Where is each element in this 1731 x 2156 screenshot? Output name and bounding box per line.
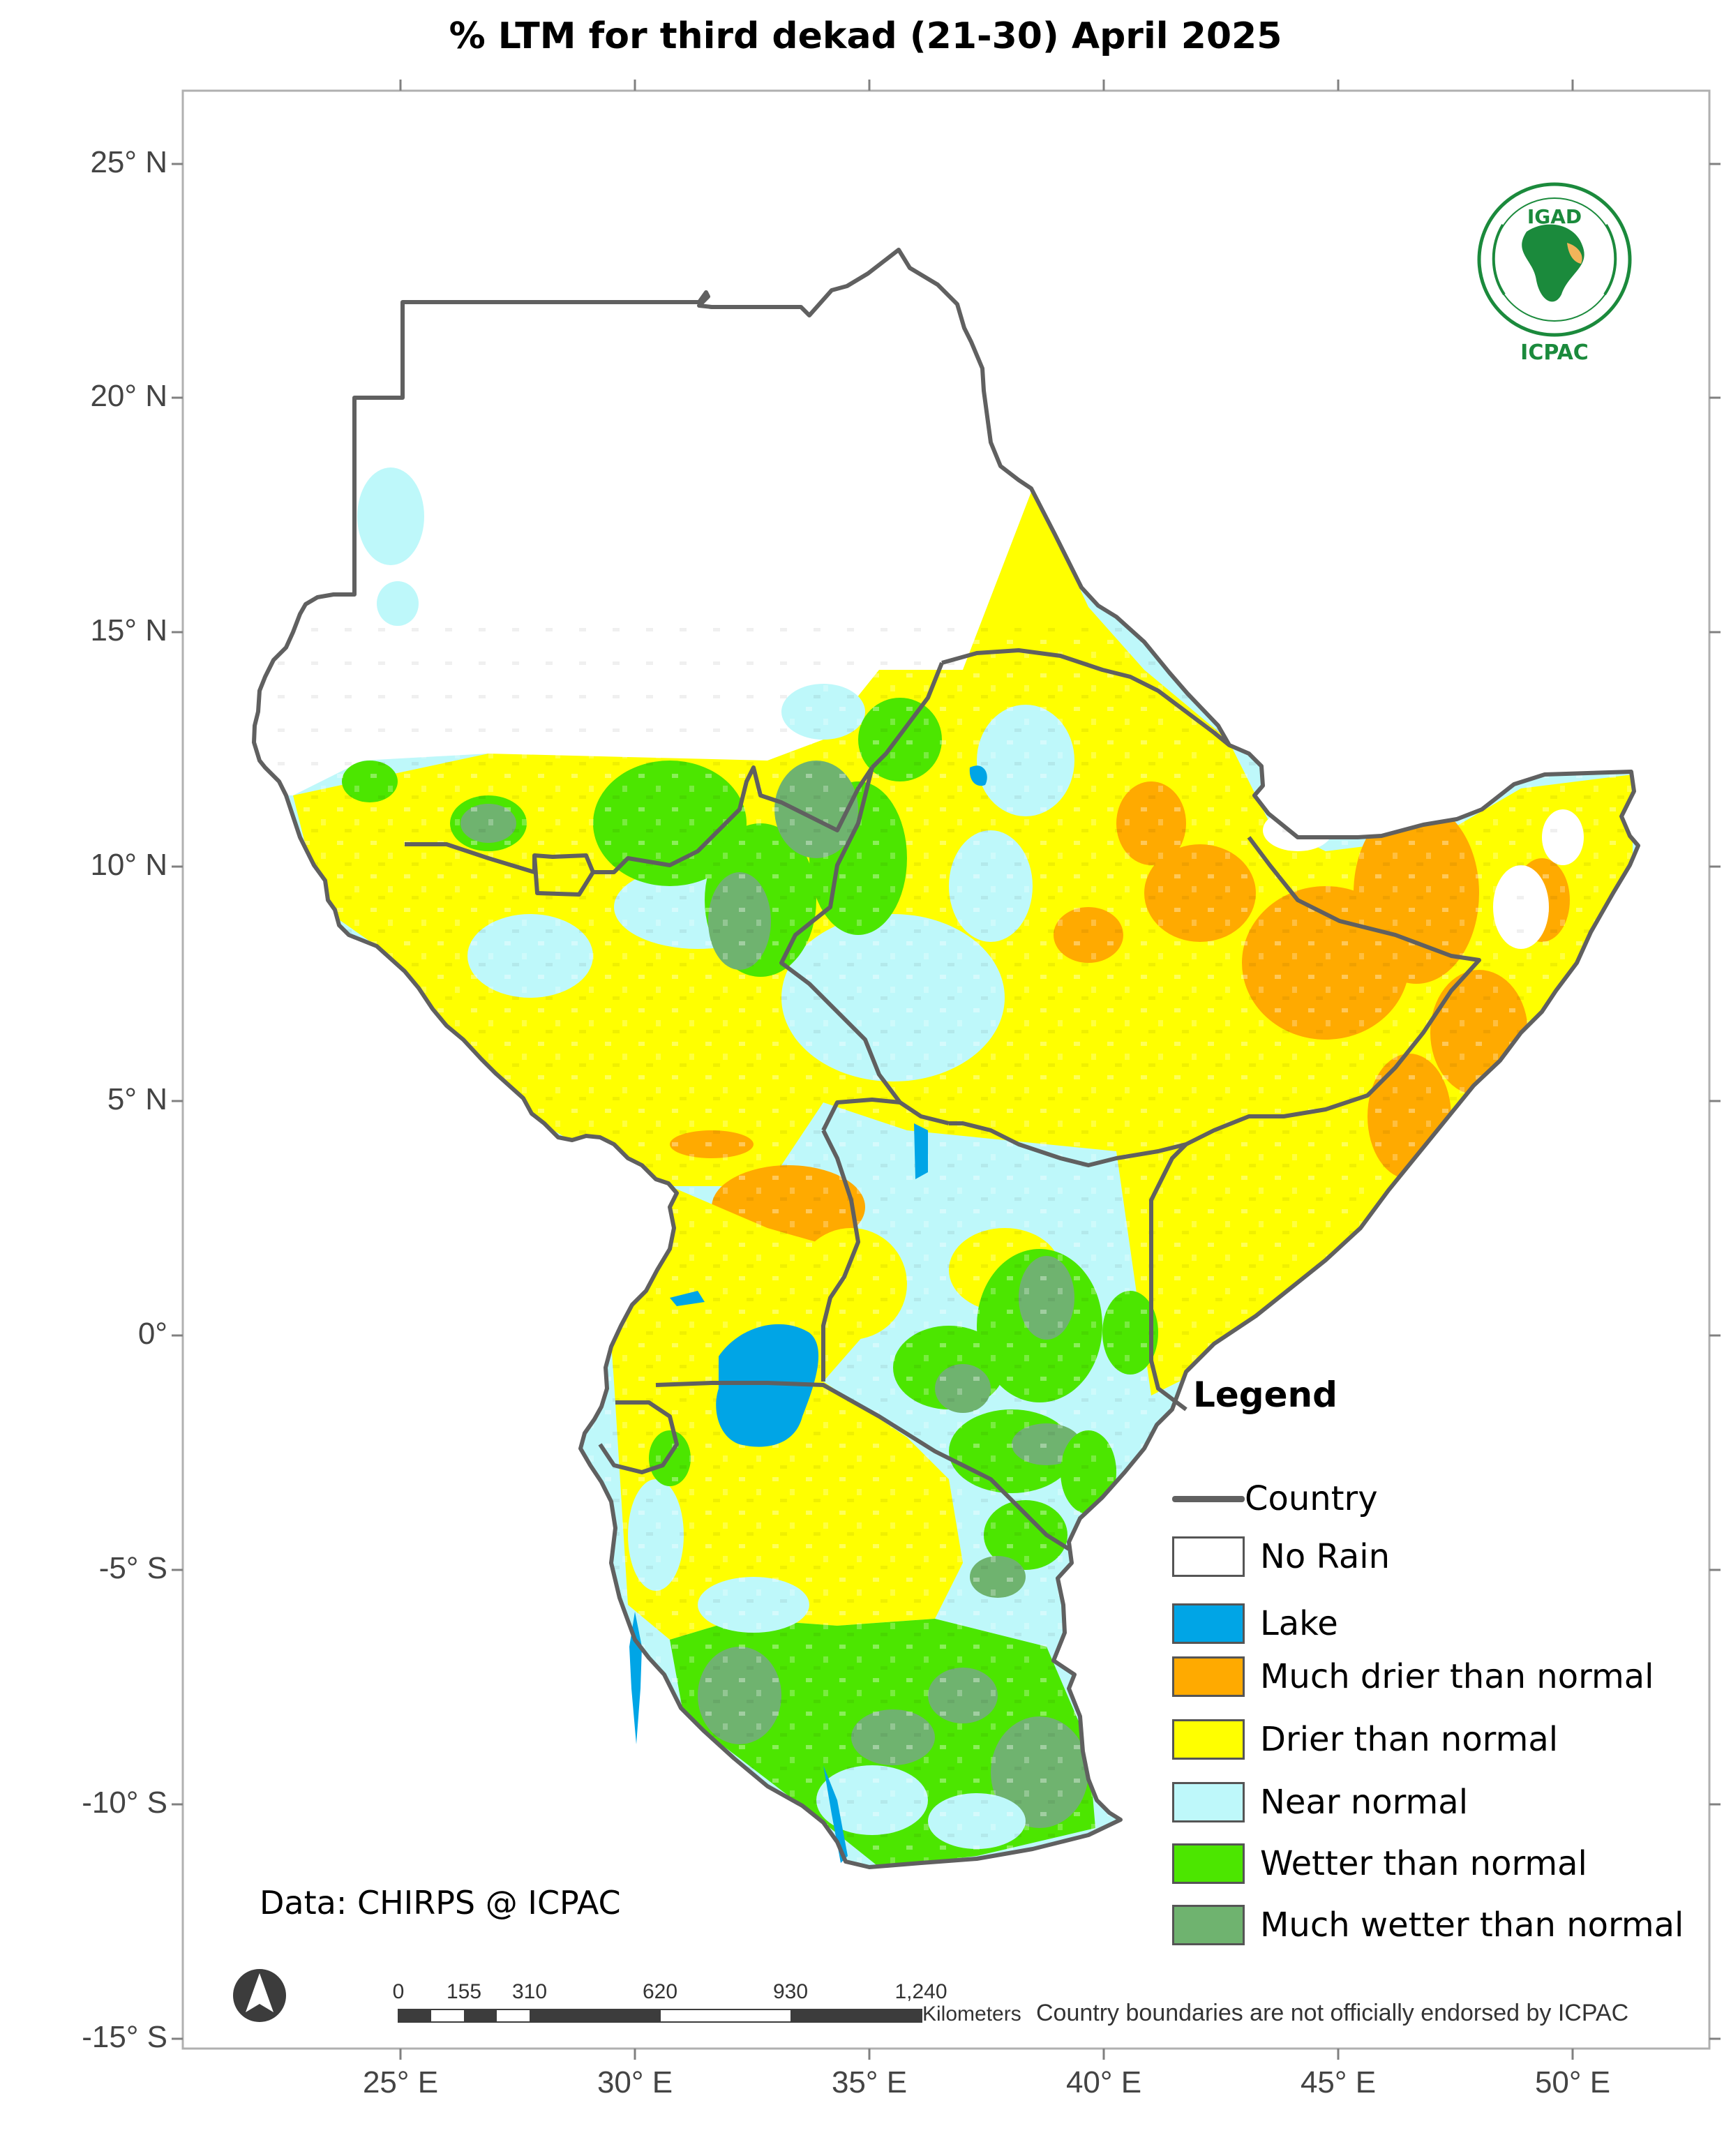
lat-label-5s: -5° S: [98, 1551, 167, 1585]
legend-label-near-normal: Near normal: [1260, 1783, 1469, 1822]
lat-label-15s: -15° S: [82, 2020, 167, 2054]
north-arrow: [233, 1969, 286, 2022]
legend: Legend Country No Rain Lake Much drier t…: [1172, 1375, 1716, 1945]
legend-item-much-drier: Much drier than normal: [1172, 1656, 1654, 1697]
lake-swatch: [1172, 1603, 1245, 1644]
logo-icpac-text: ICPAC: [1520, 340, 1589, 365]
much-drier-swatch: [1172, 1656, 1245, 1697]
near-normal-swatch: [1172, 1782, 1245, 1822]
legend-label-much-drier: Much drier than normal: [1260, 1657, 1654, 1696]
legend-item-wetter: Wetter than normal: [1172, 1843, 1587, 1884]
scale-bar: [398, 2009, 922, 2023]
lon-label-35e: 35° E: [831, 2065, 908, 2099]
scale-tick-0: 0: [392, 1980, 405, 2003]
lat-label-20n: 20° N: [90, 379, 167, 413]
legend-item-drier: Drier than normal: [1172, 1719, 1558, 1760]
country-boundaries: [252, 248, 1640, 1869]
drier-swatch: [1172, 1719, 1245, 1760]
lat-label-5n: 5° N: [107, 1082, 167, 1116]
legend-item-much-wetter: Much wetter than normal: [1172, 1905, 1684, 1945]
lat-label-10n: 10° N: [90, 848, 167, 882]
logo-igad-text: IGAD: [1527, 205, 1582, 228]
scale-tick-930: 930: [772, 1980, 809, 2003]
no-rain-swatch: [1172, 1536, 1245, 1577]
legend-label-drier: Drier than normal: [1260, 1720, 1559, 1759]
legend-label-wetter: Wetter than normal: [1260, 1844, 1587, 1883]
scale-tick-1240: 1,240: [894, 1980, 947, 2003]
scale-tick-155: 155: [446, 1980, 482, 2003]
lon-label-45e: 45° E: [1300, 2065, 1377, 2099]
legend-label-lake: Lake: [1260, 1604, 1338, 1643]
legend-label-much-wetter: Much wetter than normal: [1260, 1906, 1684, 1945]
scale-tick-310: 310: [511, 1980, 548, 2003]
lat-label-0: 0°: [137, 1317, 167, 1351]
much-wetter-swatch: [1172, 1905, 1245, 1945]
country-line-swatch: [1172, 1495, 1245, 1502]
data-credit: Data: CHIRPS @ ICPAC: [260, 1884, 621, 1922]
legend-item-lake: Lake: [1172, 1603, 1338, 1644]
legend-item-country: Country: [1172, 1479, 1378, 1518]
scale-tick-620: 620: [642, 1980, 678, 2003]
legend-item-no-rain: No Rain: [1172, 1536, 1390, 1577]
lakes: [629, 765, 987, 1863]
legend-label-no-rain: No Rain: [1260, 1537, 1390, 1576]
igad-icpac-logo: [1477, 182, 1632, 337]
legend-title: Legend: [1193, 1375, 1337, 1415]
lat-label-10s: -10° S: [82, 1786, 167, 1820]
map-title: % LTM for third dekad (21-30) April 2025: [449, 15, 1282, 57]
lat-label-15n: 15° N: [90, 613, 167, 647]
lon-label-25e: 25° E: [362, 2065, 439, 2099]
legend-item-near-normal: Near normal: [1172, 1782, 1468, 1822]
wetter-swatch: [1172, 1843, 1245, 1884]
lat-label-25n: 25° N: [90, 145, 167, 179]
boundary-disclaimer: Country boundaries are not officially en…: [1036, 2000, 1629, 2026]
legend-label-country: Country: [1245, 1479, 1378, 1518]
lon-label-40e: 40° E: [1065, 2065, 1142, 2099]
lon-label-50e: 50° E: [1534, 2065, 1611, 2099]
scale-units: Kilometers: [922, 2002, 1021, 2026]
lon-label-30e: 30° E: [597, 2065, 673, 2099]
